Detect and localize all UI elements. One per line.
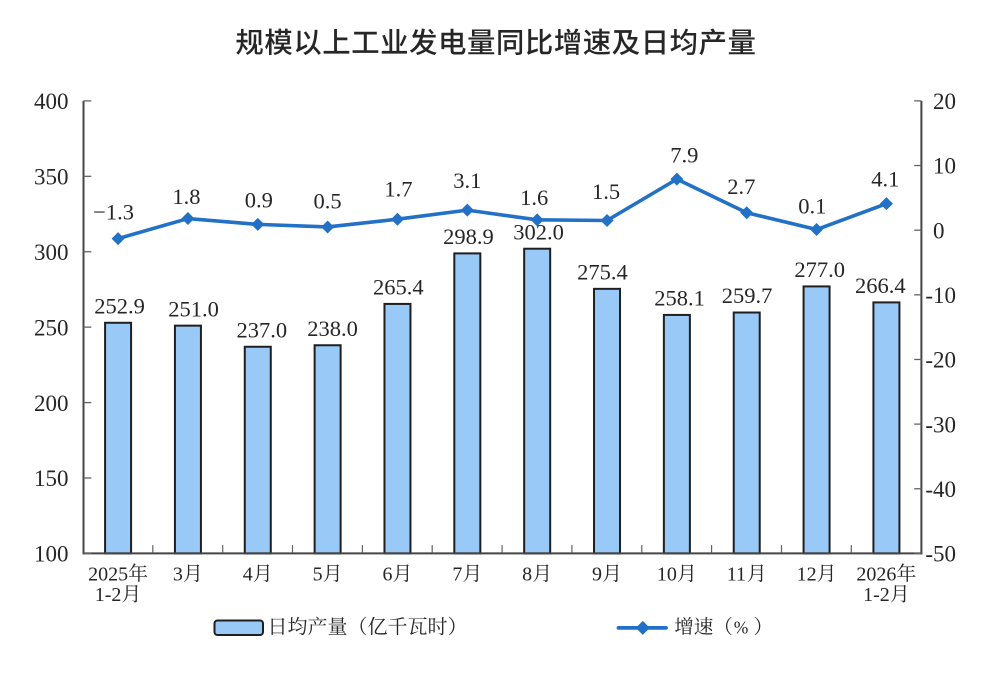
svg-text:-30: -30 [925, 412, 956, 437]
svg-text:298.9: 298.9 [443, 224, 494, 249]
svg-text:0.9: 0.9 [245, 188, 273, 213]
svg-text:0.5: 0.5 [314, 189, 342, 214]
svg-text:3.1: 3.1 [453, 168, 481, 193]
svg-text:258.1: 258.1 [654, 286, 705, 311]
svg-text:7: 7 [452, 563, 462, 585]
svg-text:4.1: 4.1 [871, 167, 899, 192]
svg-text:6: 6 [382, 563, 392, 585]
svg-text:300: 300 [34, 240, 69, 265]
svg-text:12: 12 [797, 563, 817, 585]
svg-text:250: 250 [34, 315, 69, 340]
svg-text:7.9: 7.9 [670, 143, 698, 168]
svg-text:1-2: 1-2 [95, 584, 122, 606]
svg-text:2026: 2026 [856, 563, 896, 585]
svg-text:8: 8 [522, 563, 532, 585]
svg-text:9: 9 [592, 563, 602, 585]
svg-text:265.4: 265.4 [373, 275, 424, 300]
svg-text:238.0: 238.0 [307, 316, 358, 341]
svg-text:100: 100 [34, 542, 69, 567]
svg-text:2025: 2025 [88, 563, 128, 585]
svg-text:237.0: 237.0 [236, 317, 287, 342]
svg-text:20: 20 [933, 89, 956, 114]
svg-text:252.9: 252.9 [94, 293, 145, 318]
svg-text:1-2: 1-2 [863, 584, 890, 606]
svg-text:400: 400 [34, 89, 69, 114]
svg-text:2.7: 2.7 [727, 174, 755, 199]
svg-text:-20: -20 [925, 348, 956, 373]
svg-text:10: 10 [657, 563, 677, 585]
svg-text:11: 11 [727, 563, 746, 585]
svg-text:1.8: 1.8 [172, 184, 200, 209]
svg-text:277.0: 277.0 [794, 257, 845, 282]
svg-text:200: 200 [34, 391, 69, 416]
svg-text:-10: -10 [925, 283, 956, 308]
svg-text:0: 0 [933, 218, 945, 243]
svg-text:10: 10 [933, 154, 956, 179]
svg-text:4: 4 [243, 563, 253, 585]
svg-text:150: 150 [34, 466, 69, 491]
svg-text:%: % [734, 617, 749, 637]
svg-text:-50: -50 [925, 542, 956, 567]
svg-text:3: 3 [173, 563, 183, 585]
svg-text:1.7: 1.7 [384, 177, 412, 202]
svg-text:1.5: 1.5 [592, 179, 620, 204]
svg-text:259.7: 259.7 [722, 283, 773, 308]
svg-text:0.1: 0.1 [798, 194, 826, 219]
svg-text:275.4: 275.4 [577, 260, 628, 285]
svg-text:251.0: 251.0 [168, 296, 219, 321]
svg-text:5: 5 [313, 563, 323, 585]
svg-text:−1.3: −1.3 [93, 200, 134, 225]
svg-text:350: 350 [34, 165, 69, 190]
svg-text:-40: -40 [925, 477, 956, 502]
svg-text:1.6: 1.6 [520, 185, 548, 210]
svg-text:266.4: 266.4 [855, 273, 906, 298]
